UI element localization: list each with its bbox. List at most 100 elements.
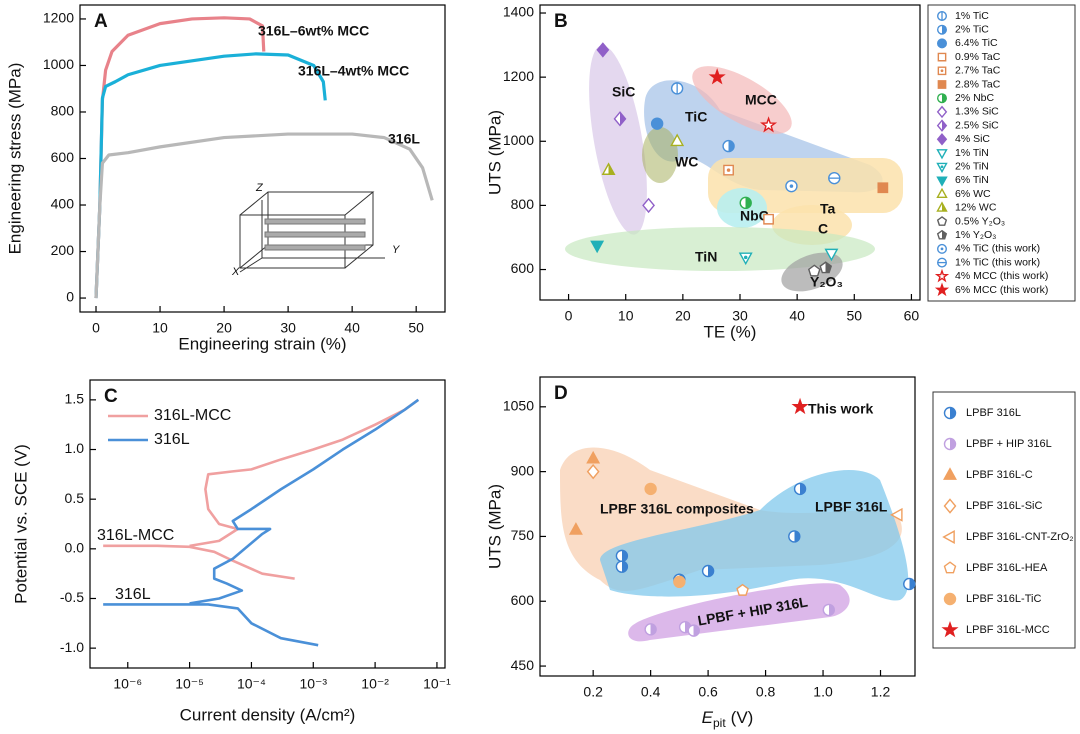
line-series <box>94 16 266 299</box>
marker <box>937 243 948 254</box>
marker <box>943 467 957 480</box>
legend-label: LPBF 316L-TiC <box>966 593 1041 605</box>
y-tick-label: 1050 <box>503 398 534 414</box>
marker-shape <box>936 201 948 212</box>
plot-frame <box>539 4 921 301</box>
marker-shape <box>934 282 950 297</box>
y-tick-label: 1000 <box>503 132 534 148</box>
x-tick-label: 20 <box>216 320 232 336</box>
marker-shape <box>936 119 948 132</box>
marker-shape <box>763 213 774 225</box>
marker <box>791 397 809 415</box>
legend-label: 4% TiC (this work) <box>955 243 1040 255</box>
y-tick-label: -0.5 <box>60 589 84 605</box>
legend-label: 0.5% Y₂O₃ <box>955 215 1005 227</box>
x-tick-label: 30 <box>732 308 748 324</box>
marker <box>934 282 950 297</box>
annotation: TiC <box>685 109 707 125</box>
x-axis-title: Current density (A/cm²) <box>180 705 356 724</box>
marker <box>934 268 950 283</box>
marker <box>822 603 835 617</box>
y-tick-label: 0.0 <box>65 540 85 556</box>
marker <box>615 560 629 573</box>
y-tick-label: 600 <box>511 260 535 276</box>
y-axis-title: Engineering stress (MPa) <box>5 63 24 255</box>
x-tick-label: 1.2 <box>871 684 891 700</box>
x-axis-title-part: E <box>702 708 714 727</box>
legend-label: 1% Y₂O₃ <box>955 229 996 241</box>
marker-shape <box>937 24 948 35</box>
y-tick-label: 900 <box>511 462 535 478</box>
marker-shape <box>644 482 657 496</box>
marker <box>937 257 948 268</box>
marker <box>586 450 601 464</box>
marker <box>937 24 948 35</box>
marker <box>936 187 948 199</box>
series-label: 316L–6wt% MCC <box>258 23 369 39</box>
inset-axes <box>239 200 385 273</box>
annotation: WC <box>675 154 698 170</box>
panel-label: D <box>554 383 568 404</box>
plot-frame <box>539 376 916 677</box>
marker <box>903 577 916 591</box>
marker <box>586 463 600 480</box>
annotation: This work <box>808 401 874 417</box>
legend-label: LPBF 316L <box>966 407 1021 419</box>
marker-shape <box>793 482 807 496</box>
marker <box>642 197 655 214</box>
x-tick-label: 10⁻⁶ <box>113 676 142 692</box>
y-tick-label: 1200 <box>503 68 534 84</box>
y-tick-label: 800 <box>511 196 535 212</box>
x-tick-label: 0.2 <box>583 684 603 700</box>
marker <box>739 196 752 210</box>
x-axis-title: TE (%) <box>704 322 757 341</box>
legend-label: 6% WC <box>955 188 991 200</box>
marker <box>824 248 839 262</box>
marker-shape <box>937 52 947 62</box>
line-series <box>103 398 420 580</box>
marker <box>615 549 629 563</box>
annotation: NbC <box>740 208 769 224</box>
marker <box>613 111 627 127</box>
y-axis-title: UTS (MPa) <box>485 484 504 569</box>
marker-shape <box>819 261 833 274</box>
marker-dot <box>743 255 748 260</box>
marker <box>936 201 948 212</box>
marker <box>828 171 841 185</box>
inset-axis-label: X <box>231 266 240 278</box>
marker-dot <box>789 184 794 188</box>
marker-shape <box>670 133 685 147</box>
marker <box>936 229 948 240</box>
legend-label: 6% TiN <box>955 174 989 186</box>
x-tick-label: 10⁻¹ <box>423 676 451 692</box>
marker <box>644 623 657 636</box>
marker <box>936 133 948 146</box>
line-series <box>94 52 327 299</box>
x-tick-label: 10⁻⁴ <box>237 676 266 692</box>
marker <box>889 507 903 522</box>
annotation: Y₂O₃ <box>810 274 843 290</box>
x-tick-label: 60 <box>904 308 920 324</box>
marker <box>943 498 957 514</box>
marker-shape <box>942 530 955 544</box>
legend-label: 1% TiC <box>955 10 989 22</box>
marker <box>937 38 948 49</box>
legend-label: LPBF 316L-CNT-ZrO₂ <box>966 531 1074 543</box>
marker-shape <box>596 42 610 58</box>
marker <box>568 522 583 535</box>
panel-label: C <box>104 386 118 407</box>
marker <box>788 530 801 543</box>
legend-label: 2% NbC <box>955 92 995 104</box>
annotation: LPBF 316L <box>815 499 888 515</box>
marker-dot <box>940 247 944 251</box>
marker <box>673 575 686 589</box>
y-tick-label: 0.5 <box>65 490 85 506</box>
legend-label: LPBF 316L-MCC <box>966 624 1050 636</box>
marker-shape <box>936 176 948 187</box>
marker <box>596 42 610 58</box>
marker-shape <box>937 80 947 89</box>
marker-shape <box>722 139 735 153</box>
marker-shape <box>650 117 664 130</box>
x-tick-label: 0 <box>565 308 573 324</box>
